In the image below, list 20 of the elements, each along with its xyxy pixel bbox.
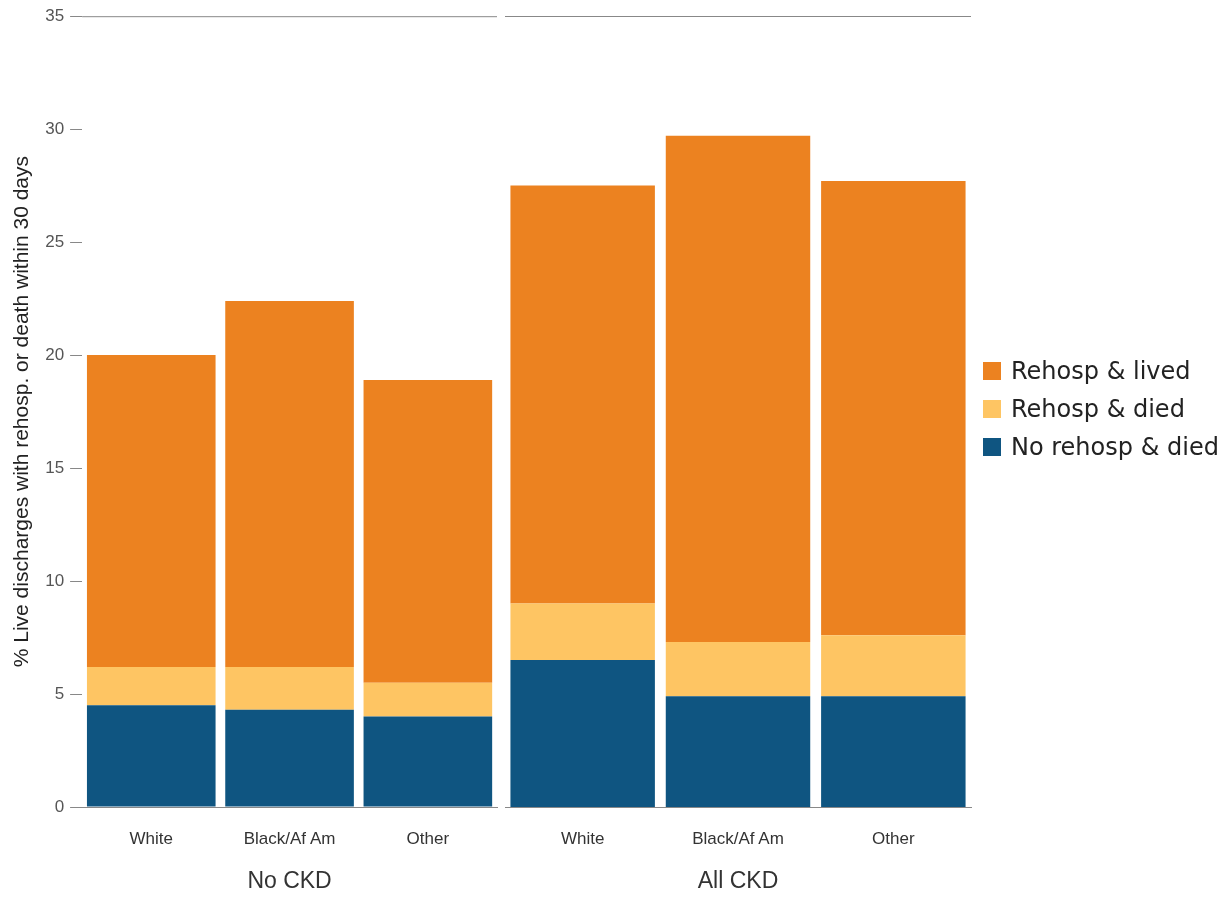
y-tick-label: 0	[54, 796, 65, 816]
y-tick-label: 15	[45, 457, 65, 477]
x-tick-label: White	[560, 828, 605, 848]
y-tick-label: 10	[45, 570, 65, 590]
legend-label: Rehosp & lived	[1011, 357, 1191, 385]
x-axis-title: No CKD	[247, 866, 332, 893]
y-axis-title: % Live discharges with rehosp. or death within 30 days	[9, 155, 33, 668]
y-tick-label: 20	[45, 344, 65, 364]
x-axis-title: All CKD	[697, 866, 779, 893]
legend-label: Rehosp & died	[1011, 395, 1185, 423]
x-tick-label: Other	[872, 828, 915, 848]
y-tick-label: 30	[45, 118, 65, 138]
y-tick-label: 5	[54, 683, 65, 703]
x-tick-label: Black/Af Am	[243, 828, 336, 848]
x-tick-label: White	[129, 828, 173, 848]
x-tick-label: Other	[406, 828, 450, 848]
x-tick-label: Black/Af Am	[692, 828, 784, 848]
legend-label: No rehosp & died	[1011, 433, 1219, 461]
y-tick-label: 35	[45, 5, 65, 25]
y-tick-label: 25	[45, 231, 65, 251]
